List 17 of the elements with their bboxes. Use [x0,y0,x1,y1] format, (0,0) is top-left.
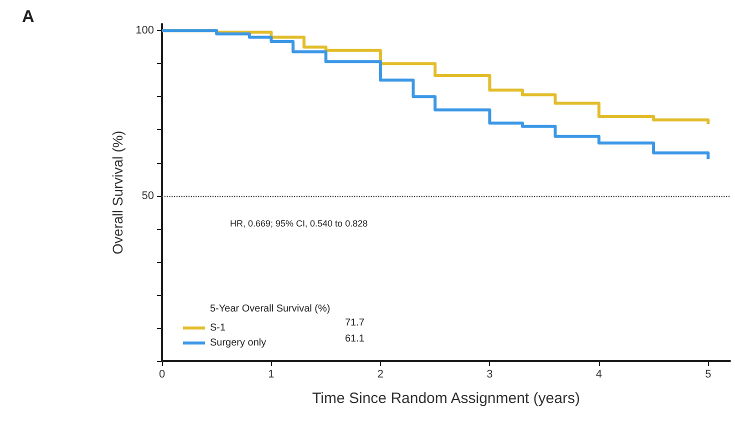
x-tick-label: 5 [705,368,712,380]
y-tick-label: 50 [142,190,154,202]
legend-label: Surgery only [210,338,266,348]
legend-title: 5-Year Overall Survival (%) [210,304,330,314]
annotation: HR, 0.669; 95% CI, 0.540 to 0.828 [230,218,368,228]
x-tick-label: 0 [158,368,166,380]
annotation: 61.1 [345,334,365,344]
x-tick-label: 2 [377,368,384,380]
x-tick-label: 1 [268,368,274,380]
x-tick-label: 3 [486,368,493,380]
annotation: 71.7 [345,318,365,328]
y-axis-title: Overall Survival (%) [110,130,126,254]
legend-label: S-1 [210,322,226,334]
x-axis-title: Time Since Random Assignment (years) [312,390,580,407]
x-tick-label: 4 [596,368,602,380]
y-tick-label: 100 [136,24,154,37]
text: A [22,7,34,26]
